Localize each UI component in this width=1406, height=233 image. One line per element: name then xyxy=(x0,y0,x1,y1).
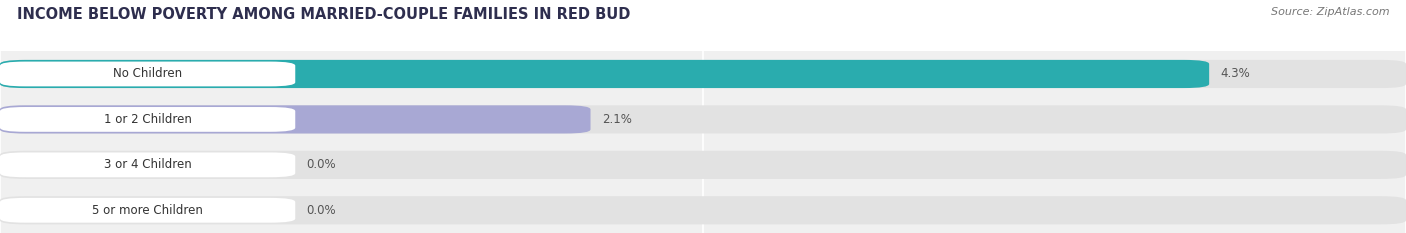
FancyBboxPatch shape xyxy=(0,62,295,86)
FancyBboxPatch shape xyxy=(0,60,1406,88)
Text: 5 or more Children: 5 or more Children xyxy=(93,204,202,217)
FancyBboxPatch shape xyxy=(0,105,591,134)
Text: 2.1%: 2.1% xyxy=(602,113,631,126)
Text: INCOME BELOW POVERTY AMONG MARRIED-COUPLE FAMILIES IN RED BUD: INCOME BELOW POVERTY AMONG MARRIED-COUPL… xyxy=(17,7,630,22)
Text: No Children: No Children xyxy=(112,68,183,80)
FancyBboxPatch shape xyxy=(0,152,295,177)
FancyBboxPatch shape xyxy=(0,105,1406,134)
FancyBboxPatch shape xyxy=(0,151,1406,179)
Text: 0.0%: 0.0% xyxy=(307,158,336,171)
Text: 4.3%: 4.3% xyxy=(1220,68,1250,80)
FancyBboxPatch shape xyxy=(0,60,1209,88)
Text: 3 or 4 Children: 3 or 4 Children xyxy=(104,158,191,171)
Text: 1 or 2 Children: 1 or 2 Children xyxy=(104,113,191,126)
FancyBboxPatch shape xyxy=(0,107,295,132)
Text: Source: ZipAtlas.com: Source: ZipAtlas.com xyxy=(1271,7,1389,17)
Text: 0.0%: 0.0% xyxy=(307,204,336,217)
FancyBboxPatch shape xyxy=(0,196,1406,224)
FancyBboxPatch shape xyxy=(0,198,295,223)
